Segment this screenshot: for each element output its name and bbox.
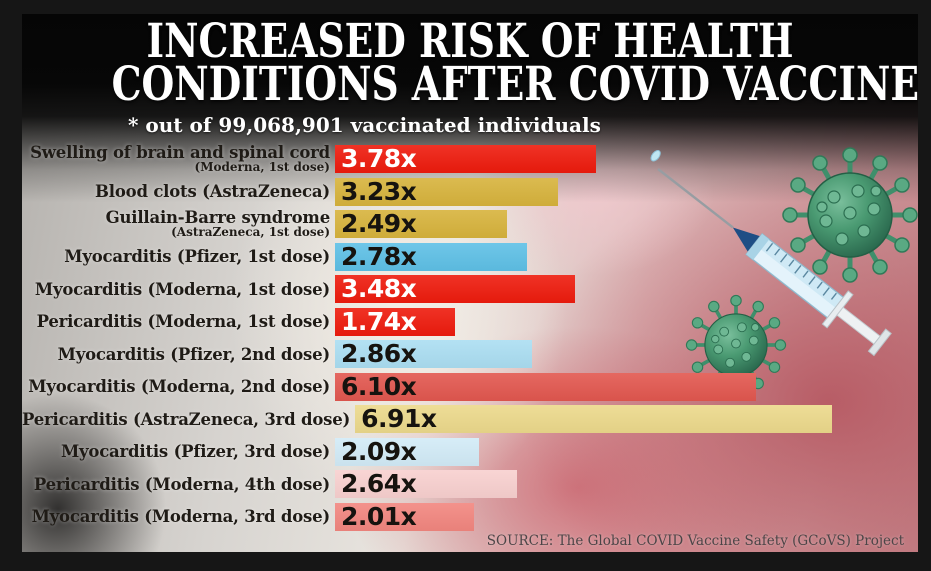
bar-value: 6.10x [341, 371, 417, 401]
chart-row: Swelling of brain and spinal cord (Modern… [22, 144, 918, 174]
bar-value: 2.09x [341, 436, 417, 466]
bar-value: 6.91x [361, 404, 437, 433]
chart-row: Myocarditis (Pfizer, 1st dose) 2.78x [22, 241, 918, 271]
row-label-main: Pericarditis (Moderna, 4th dose) [33, 474, 330, 494]
row-label: Swelling of brain and spinal cord (Modern… [22, 144, 330, 174]
row-label-main: Pericarditis (AstraZeneca, 3rd dose) [22, 409, 351, 429]
bar-value: 2.64x [341, 469, 417, 498]
row-label-main: Myocarditis (Moderna, 3rd dose) [31, 507, 331, 526]
row-label: Myocarditis (Pfizer, 2nd dose) [22, 344, 331, 364]
infographic-panel: INCREASED RISK OF HEALTH CONDITIONS AFTE… [22, 14, 918, 552]
chart-row: Guillain-Barre syndrome (AstraZeneca, 1st… [22, 208, 918, 239]
row-label-sub: (Moderna, 1st dose) [194, 160, 330, 174]
bar-value: 1.74x [341, 306, 417, 336]
row-label-main: Myocarditis (Pfizer, 1st dose) [64, 247, 330, 266]
bar-value: 3.48x [341, 274, 417, 303]
page-title: INCREASED RISK OF HEALTH CONDITIONS AFTE… [22, 14, 918, 112]
bar-value: 2.01x [341, 501, 417, 531]
row-label: Blood clots (AstraZeneca) [22, 183, 330, 200]
row-label: Pericarditis (Moderna, 4th dose) [22, 476, 330, 493]
chart-row: Myocarditis (Moderna, 3rd dose) 2.01x [22, 501, 918, 531]
row-label-main: Myocarditis (Moderna, 2nd dose) [28, 377, 330, 396]
bar: 2.78x [335, 241, 527, 271]
title-line-1: INCREASED RISK OF HEALTH [146, 14, 794, 69]
bar: 1.74x [335, 306, 456, 336]
row-label: Pericarditis (AstraZeneca, 3rd dose) [22, 411, 350, 428]
row-label: Myocarditis (Moderna, 1st dose) [22, 281, 330, 298]
bar: 2.64x [335, 469, 518, 498]
chart-row: Myocarditis (Moderna, 2nd dose) 6.10x [22, 371, 918, 401]
row-label-main: Guillain-Barre syndrome [105, 208, 331, 227]
row-label: Myocarditis (Moderna, 3rd dose) [22, 507, 331, 526]
header: INCREASED RISK OF HEALTH CONDITIONS AFTE… [22, 14, 918, 137]
bar: 2.49x [335, 210, 507, 238]
row-label: Guillain-Barre syndrome (AstraZeneca, 1st… [22, 208, 331, 239]
bar: 3.48x [335, 274, 576, 303]
bar: 3.78x [335, 145, 596, 173]
bar: 2.09x [335, 436, 480, 466]
chart-row: Pericarditis (AstraZeneca, 3rd dose) 6.91… [22, 405, 918, 433]
chart-row: Myocarditis (Moderna, 1st dose) 3.48x [22, 275, 918, 303]
row-label-main: Myocarditis (Pfizer, 2nd dose) [57, 344, 331, 364]
chart-row: Blood clots (AstraZeneca) 3.23x [22, 176, 918, 206]
row-label-main: Myocarditis (Moderna, 1st dose) [34, 279, 330, 299]
bar: 2.01x [335, 501, 474, 531]
bar: 6.10x [335, 371, 756, 401]
source-credit: SOURCE: The Global COVID Vaccine Safety … [486, 533, 904, 549]
bar: 6.91x [355, 405, 832, 433]
bar: 2.86x [335, 339, 533, 368]
chart-row: Pericarditis (Moderna, 4th dose) 2.64x [22, 470, 918, 498]
chart-row: Myocarditis (Pfizer, 2nd dose) 2.86x [22, 340, 918, 368]
row-label: Pericarditis (Moderna, 1st dose) [22, 312, 331, 331]
bar-value: 2.78x [341, 241, 417, 271]
bar-chart: Swelling of brain and spinal cord (Modern… [22, 144, 918, 535]
chart-subtitle: * out of 99,068,901 vaccinated individua… [128, 113, 601, 137]
row-label-main: Pericarditis (Moderna, 1st dose) [36, 312, 331, 331]
bar-value: 2.86x [341, 339, 417, 368]
bar-value: 3.23x [341, 176, 417, 206]
row-label-main: Blood clots (AstraZeneca) [95, 182, 330, 201]
bar-value: 3.78x [341, 144, 417, 173]
row-label-main: Swelling of brain and spinal cord [30, 143, 330, 162]
row-label: Myocarditis (Pfizer, 1st dose) [22, 248, 330, 265]
row-label-sub: (AstraZeneca, 1st dose) [171, 225, 330, 239]
bar: 3.23x [335, 176, 558, 206]
chart-row: Pericarditis (Moderna, 1st dose) 1.74x [22, 306, 918, 336]
chart-row: Myocarditis (Pfizer, 3rd dose) 2.09x [22, 436, 918, 466]
bar-value: 2.49x [341, 209, 417, 238]
row-label-main: Myocarditis (Pfizer, 3rd dose) [60, 442, 330, 461]
title-line-2: CONDITIONS AFTER COVID VACCINE [111, 57, 918, 112]
row-label: Myocarditis (Moderna, 2nd dose) [22, 378, 330, 395]
row-label: Myocarditis (Pfizer, 3rd dose) [22, 443, 330, 460]
